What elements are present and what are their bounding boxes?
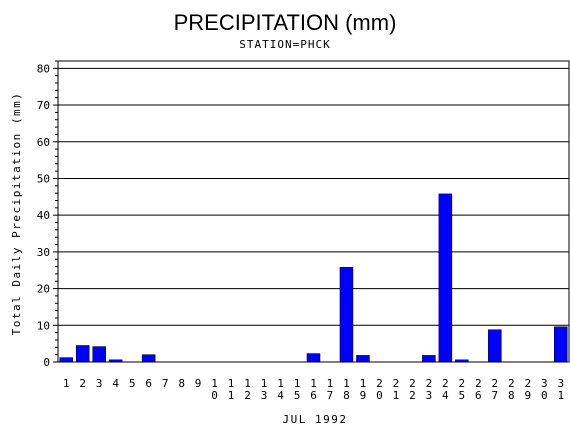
x-tick-label: 8 <box>508 389 515 402</box>
x-tick-label: 3 <box>426 389 433 402</box>
x-tick-label: 1 <box>261 377 268 390</box>
x-tick-label: 2 <box>393 377 400 390</box>
x-axis-ticks: 1 2 3 4 5 6 7 8 9 1011121314151617181920212223242… <box>63 377 564 402</box>
x-tick-label: 2 <box>459 377 466 390</box>
x-tick-label: 3 <box>261 389 268 402</box>
x-tick-label: 1 <box>310 377 317 390</box>
x-tick-label: 1 <box>557 389 564 402</box>
bar-day-18 <box>339 267 354 363</box>
bar-day-24 <box>438 193 453 363</box>
x-tick-label: 7 <box>492 389 499 402</box>
y-tick-label: 0 <box>43 356 50 369</box>
x-tick-label: 1 <box>211 377 218 390</box>
x-tick-label: 1 <box>393 389 400 402</box>
x-tick-label: 6 <box>310 389 317 402</box>
x-tick-label: 0 <box>211 389 218 402</box>
x-tick-label: 1 <box>343 377 350 390</box>
x-axis-label: JUL 1992 <box>283 413 348 426</box>
x-tick-label: 1 <box>327 377 334 390</box>
x-tick-label: 8 <box>343 389 350 402</box>
x-tick-label: 2 <box>426 377 433 390</box>
x-tick-label: 9 <box>360 389 367 402</box>
bar-day-16 <box>306 353 321 363</box>
bar-day-23 <box>422 355 436 363</box>
x-tick-label: 9 <box>195 377 202 390</box>
chart-subtitle: STATION=PHCK <box>239 38 330 51</box>
x-tick-label: 8 <box>178 377 185 390</box>
bar-day-6 <box>141 354 156 363</box>
x-tick-label: 1 <box>294 377 301 390</box>
x-tick-label: 2 <box>475 377 482 390</box>
bar-day-3 <box>92 346 106 363</box>
bar-day-1 <box>59 357 73 363</box>
chart-title: PRECIPITATION (mm) <box>174 10 397 35</box>
x-tick-label: 2 <box>244 389 251 402</box>
x-tick-label: 7 <box>327 389 334 402</box>
x-tick-label: 2 <box>492 377 499 390</box>
x-tick-label: 4 <box>112 377 119 390</box>
x-tick-label: 2 <box>376 377 383 390</box>
x-tick-label: 2 <box>442 377 449 390</box>
x-tick-label: 2 <box>409 389 416 402</box>
x-tick-label: 4 <box>277 389 284 402</box>
x-tick-label: 1 <box>228 389 235 402</box>
x-tick-label: 6 <box>475 389 482 402</box>
x-tick-label: 2 <box>524 377 531 390</box>
x-tick-label: 1 <box>277 377 284 390</box>
y-axis-ticks: 0 10 20 30 40 50 60 70 80 <box>37 60 58 369</box>
y-tick-label: 80 <box>37 62 50 75</box>
x-tick-label: 3 <box>541 377 548 390</box>
y-tick-label: 70 <box>37 99 50 112</box>
bars-group <box>59 193 568 363</box>
y-tick-label: 40 <box>37 209 50 222</box>
grid-lines <box>58 67 569 326</box>
y-tick-label: 50 <box>37 172 50 185</box>
x-tick-label: 3 <box>96 377 103 390</box>
plot-frame <box>57 60 570 363</box>
bar-day-2 <box>75 345 90 363</box>
x-tick-label: 2 <box>409 377 416 390</box>
x-tick-label: 3 <box>557 377 564 390</box>
bar-day-31 <box>554 326 568 363</box>
bar-day-19 <box>356 355 370 363</box>
y-tick-label: 30 <box>37 246 50 259</box>
y-tick-label: 10 <box>37 319 50 332</box>
y-axis-label: Total Daily Precipitation (mm) <box>10 92 23 336</box>
x-tick-label: 5 <box>294 389 301 402</box>
x-tick-label: 4 <box>442 389 449 402</box>
y-tick-label: 60 <box>37 136 50 149</box>
x-tick-label: 9 <box>524 389 531 402</box>
x-tick-label: 5 <box>459 389 466 402</box>
bar-day-27 <box>488 329 502 363</box>
x-tick-label: 1 <box>360 377 367 390</box>
x-tick-label: 1 <box>228 377 235 390</box>
x-tick-label: 5 <box>129 377 136 390</box>
x-tick-label: 7 <box>162 377 169 390</box>
x-tick-label: 1 <box>63 377 70 390</box>
x-tick-label: 2 <box>79 377 86 390</box>
y-tick-label: 20 <box>37 283 50 296</box>
x-tick-label: 2 <box>508 377 515 390</box>
x-tick-label: 0 <box>541 389 548 402</box>
x-tick-label: 0 <box>376 389 383 402</box>
x-tick-label: 6 <box>145 377 152 390</box>
x-tick-label: 1 <box>244 377 251 390</box>
